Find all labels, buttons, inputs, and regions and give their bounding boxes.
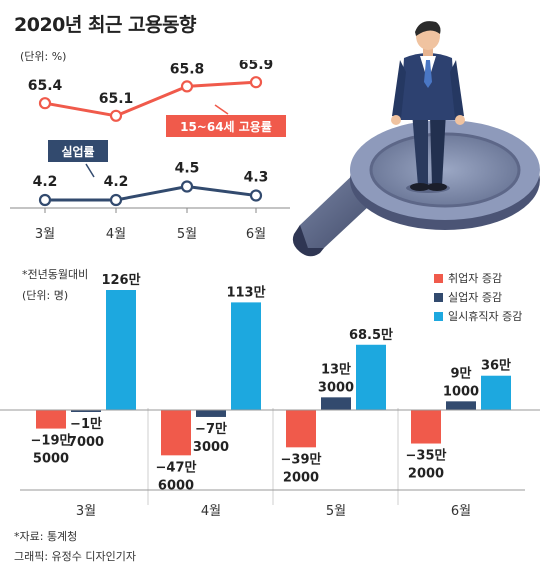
data-label: −39만: [281, 451, 322, 467]
data-label: 9만: [450, 365, 471, 381]
series-label-unemployment-rate: 실업률: [48, 140, 108, 178]
x-tick-label: 6월: [246, 227, 266, 242]
data-label: 36만: [481, 358, 511, 374]
data-label: 65.9: [239, 60, 274, 73]
data-label: 6000: [158, 478, 194, 493]
x-tick-label: 4월: [201, 504, 221, 519]
bar: [106, 290, 136, 410]
data-point: [109, 193, 123, 207]
line-chart: 3월 4월 5월 6월 65.4 65.1 65.8 65.9 4.2 4.2 4.5 4.3 15~6…: [10, 60, 290, 242]
data-label: −47만: [156, 459, 197, 475]
data-label: 65.4: [28, 78, 63, 94]
data-point: [38, 97, 52, 110]
unit-label-bottom: (단위: 명): [22, 289, 69, 302]
bar: [196, 410, 226, 417]
data-label: 4.5: [175, 161, 200, 177]
data-label: 2000: [408, 467, 444, 482]
data-label: 68.5만: [349, 327, 393, 343]
bar: [411, 410, 441, 444]
series-label-employment-rate: 15~64세 고용률: [166, 104, 286, 137]
bar: [286, 410, 316, 448]
credit-label: 그래픽: 유정수 디자인기자: [14, 550, 137, 563]
legend-label: 실업자 증감: [448, 291, 503, 304]
legend-item-employment: 취업자 증감: [434, 270, 502, 286]
bar: [481, 375, 511, 410]
data-label: −1만: [70, 416, 102, 432]
data-point: [249, 76, 263, 89]
x-tick-label: 4월: [106, 227, 126, 242]
svg-text:실업률: 실업률: [61, 144, 94, 159]
x-tick-label: 5월: [326, 504, 346, 519]
bar: [321, 397, 351, 410]
bar-chart: −19만 5000 −47만 6000 −39만 2000 −35만 2000 −1만 7000 −…: [0, 272, 540, 519]
legend-item-temporary-leave: 일시휴직자 증감: [434, 308, 522, 324]
series-line: [45, 184, 257, 202]
bar: [36, 410, 66, 429]
x-tick-label: 3월: [35, 227, 55, 242]
data-label: 126만: [101, 272, 140, 288]
legend-swatch: [434, 273, 443, 283]
data-label: −35만: [406, 448, 447, 464]
bar: [71, 410, 101, 412]
data-label: −19만: [31, 433, 72, 449]
data-label: 5000: [33, 452, 69, 467]
source-label: *자료: 통계청: [14, 530, 78, 543]
data-point: [180, 80, 194, 93]
businessman-magnifier-illustration: [292, 21, 540, 257]
note-label: *전년동월대비: [22, 268, 89, 281]
data-label: 2000: [283, 470, 319, 485]
data-label: 4.2: [104, 174, 129, 190]
data-point: [38, 193, 52, 207]
data-label: −7만: [195, 421, 227, 437]
series-line: [44, 80, 257, 118]
x-tick-label: 3월: [76, 504, 96, 519]
data-label: 7000: [68, 435, 104, 450]
x-tick-label: 6월: [451, 504, 471, 519]
bar: [231, 302, 261, 410]
data-label: 4.3: [244, 170, 269, 186]
legend-label: 일시휴직자 증감: [448, 310, 523, 323]
x-tick-label: 5월: [177, 227, 197, 242]
data-point: [180, 180, 194, 193]
bar: [446, 401, 476, 410]
data-label: 4.2: [33, 174, 58, 190]
data-label: 3000: [318, 380, 354, 395]
bar: [161, 410, 191, 456]
page-title: 2020년 최근 고용동향: [14, 14, 196, 36]
legend-swatch: [434, 292, 443, 302]
data-label: 65.1: [99, 91, 134, 107]
legend-item-unemployment: 실업자 증감: [434, 289, 502, 305]
data-label: 113만: [226, 284, 265, 300]
data-label: 13만: [321, 361, 351, 377]
data-point: [109, 109, 123, 122]
data-point: [249, 189, 263, 202]
data-label: 65.8: [170, 61, 205, 77]
unit-label-top: (단위: %): [20, 50, 67, 63]
bar: [356, 344, 386, 410]
svg-text:15~64세 고용률: 15~64세 고용률: [180, 119, 272, 134]
legend-swatch: [434, 311, 443, 321]
legend-label: 취업자 증감: [448, 272, 503, 285]
data-label: 1000: [443, 384, 479, 399]
data-label: 3000: [193, 440, 229, 455]
